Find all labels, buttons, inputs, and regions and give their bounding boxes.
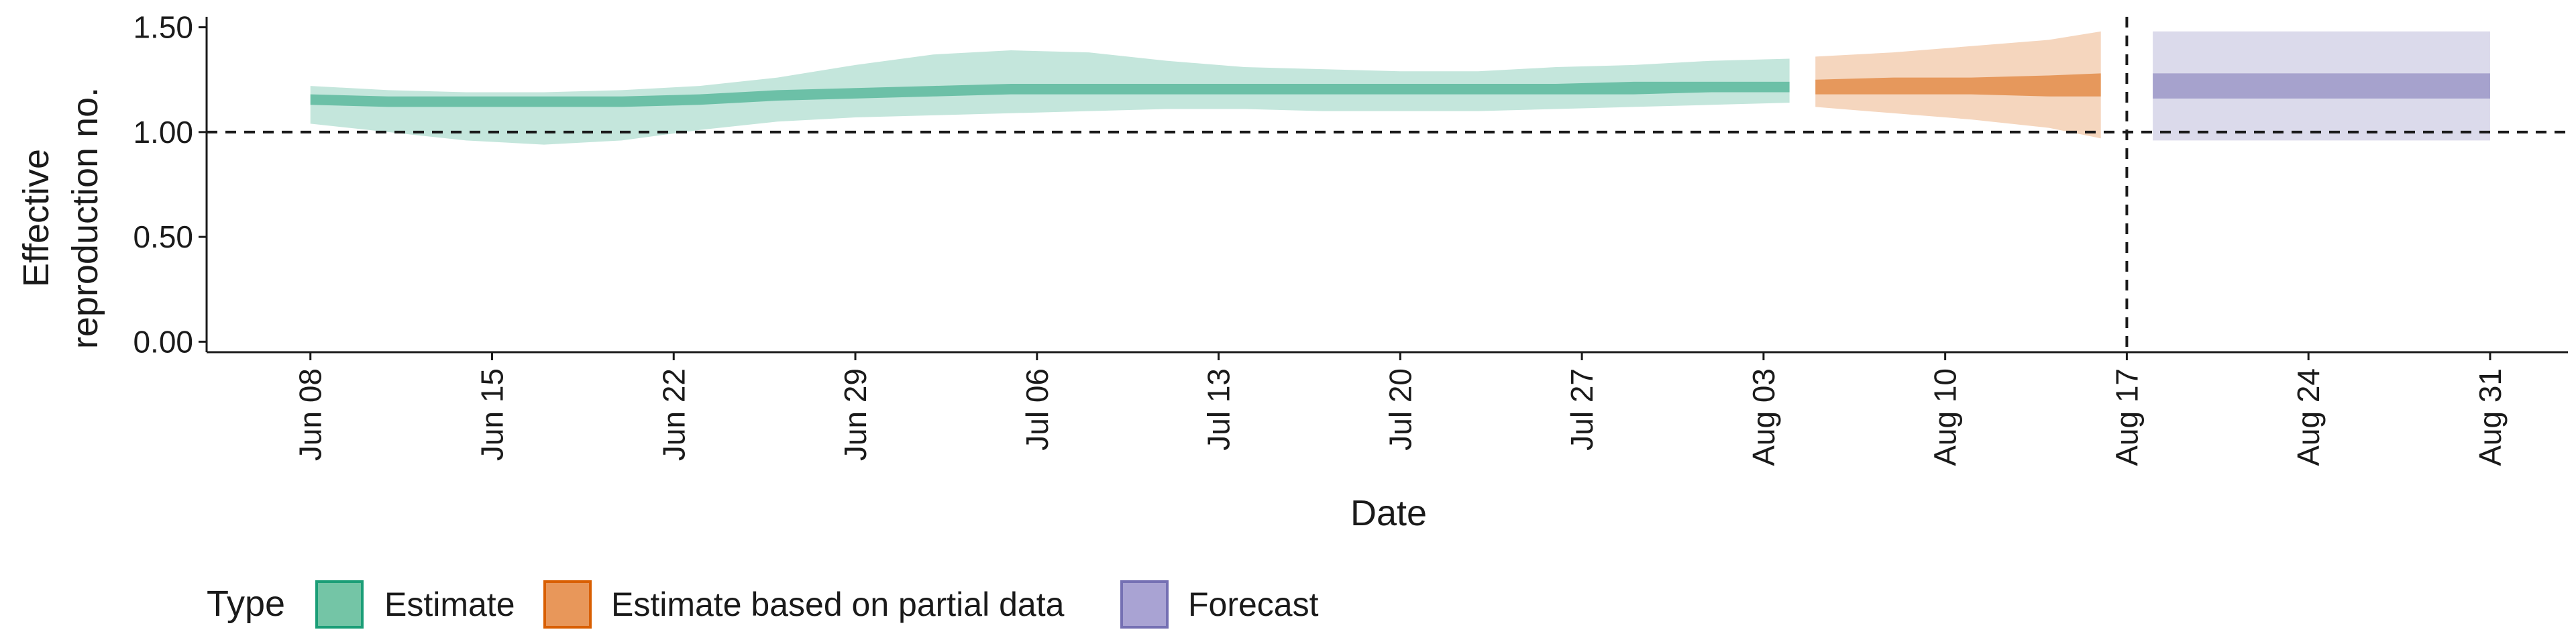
x-tick-label: Jun 29 [838,368,873,461]
y-tick-label: 0.00 [133,324,193,359]
forecast-50-interval [2153,73,2490,99]
y-tick-label: 1.50 [133,10,193,45]
x-axis-title: Date [1350,493,1427,533]
estimate-90-interval [310,50,1790,145]
legend: Type Estimate Estimate based on partial … [207,580,1319,629]
x-tick-label: Aug 24 [2291,368,2326,466]
legend-title: Type [207,584,285,624]
x-axis-ticks: Jun 08 Jun 15 Jun 22 Jun 29 Jul 06 Jul 13 Jul … [293,352,2508,466]
legend-label-partial: Estimate based on partial data [611,586,1065,623]
x-tick-label: Jun 22 [656,368,691,461]
y-axis-title-line-1: Effective [16,149,56,287]
x-tick-label: Jul 20 [1383,368,1417,451]
x-tick-label: Jun 08 [293,368,328,461]
legend-label-forecast: Forecast [1188,586,1319,623]
x-tick-label: Jul 13 [1201,368,1236,451]
x-tick-label: Jun 15 [474,368,509,461]
y-tick-label: 1.00 [133,115,193,150]
estimate-50-interval [310,81,1790,107]
y-axis-title-line-2: reproduction no. [65,87,105,349]
legend-swatch-forecast [1120,580,1169,629]
legend-label-estimate: Estimate [384,586,515,623]
x-tick-label: Aug 17 [2109,368,2144,466]
y-tick-label: 0.50 [133,219,193,254]
ribbon-layer [310,31,2490,145]
legend-swatch-estimate [315,580,364,629]
x-tick-label: Aug 10 [1928,368,1963,466]
x-tick-label: Jul 06 [1020,368,1055,451]
x-tick-label: Jul 27 [1564,368,1599,451]
x-tick-label: Aug 03 [1746,368,1781,466]
x-tick-label: Aug 31 [2473,368,2508,466]
legend-swatch-partial [543,580,592,629]
y-axis-ticks: 0.00 0.50 1.00 1.50 [133,10,207,359]
estimate-based-on-partial-data-50-interval [1815,73,2101,97]
